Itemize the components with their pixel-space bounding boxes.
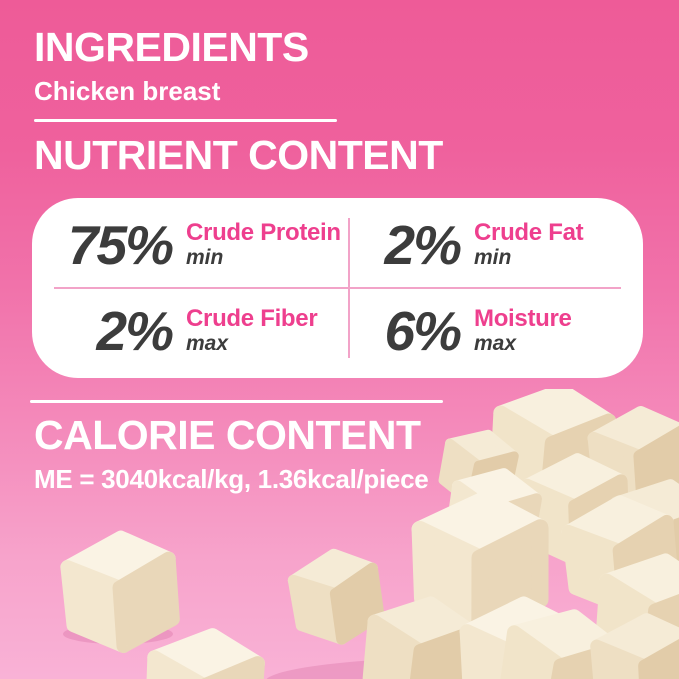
nutrient-value: 6% [384, 300, 463, 362]
panel-horizontal-divider [54, 287, 621, 289]
ingredients-title: INGREDIENTS [34, 24, 309, 70]
nutrient-qualifier: min [186, 245, 224, 269]
divider-line [30, 400, 443, 403]
nutrient-cell-crude-fiber: 2% Crude Fiber max [32, 288, 348, 374]
nutrient-content-title: NUTRIENT CONTENT [34, 132, 443, 178]
nutrient-value: 2% [384, 214, 463, 276]
nutrient-label: Moisture [474, 304, 572, 332]
nutrient-panel: 75% Crude Protein min 2% Crude Fat min 2… [32, 198, 643, 378]
nutrient-cell-moisture: 6% Moisture max [348, 288, 643, 374]
divider-line [34, 119, 337, 122]
nutrient-value: 75% [67, 214, 174, 276]
nutrient-qualifier: max [186, 331, 229, 355]
nutrient-qualifier: max [474, 331, 517, 355]
chicken-cubes-photo [60, 389, 679, 679]
nutrient-label: Crude Protein [186, 218, 341, 246]
nutrient-cell-crude-fat: 2% Crude Fat min [348, 202, 643, 288]
nutrient-cell-crude-protein: 75% Crude Protein min [32, 202, 348, 288]
ingredients-value: Chicken breast [34, 76, 221, 106]
nutrient-label: Crude Fiber [186, 304, 318, 332]
nutrient-label: Crude Fat [474, 218, 584, 246]
nutrient-value: 2% [96, 300, 175, 362]
nutrient-qualifier: min [474, 245, 512, 269]
calorie-value: ME = 3040kcal/kg, 1.36kcal/piece [34, 464, 429, 494]
calorie-content-title: CALORIE CONTENT [34, 412, 421, 458]
